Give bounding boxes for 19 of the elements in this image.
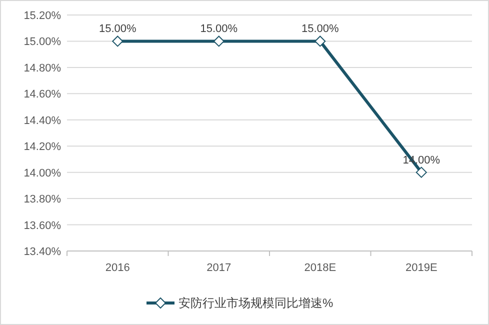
y-tick-label: 14.40% <box>24 114 62 127</box>
data-label: 15.00% <box>98 23 136 36</box>
y-tick-label: 15.20% <box>24 10 62 22</box>
y-tick-label: 14.60% <box>24 88 62 101</box>
legend: 安防行业市场规模同比增速% <box>146 296 334 310</box>
data-label: 15.00% <box>200 23 238 36</box>
y-tick-label: 15.00% <box>24 36 62 48</box>
data-label: 15.00% <box>301 23 339 36</box>
x-tick-label: 2019E <box>405 262 438 274</box>
y-tick-label: 13.60% <box>24 220 62 232</box>
y-tick-label: 13.80% <box>24 194 62 206</box>
y-tick-label: 14.20% <box>24 141 62 154</box>
x-tick-label: 2017 <box>206 262 232 274</box>
y-tick-label: 14.00% <box>24 167 62 180</box>
y-tick-label: 14.80% <box>24 62 62 74</box>
x-tick-label: 2016 <box>105 262 130 274</box>
legend-label: 安防行业市场规模同比增速% <box>178 296 334 310</box>
x-tick-label: 2018E <box>304 262 336 274</box>
y-tick-label: 13.40% <box>24 246 62 258</box>
